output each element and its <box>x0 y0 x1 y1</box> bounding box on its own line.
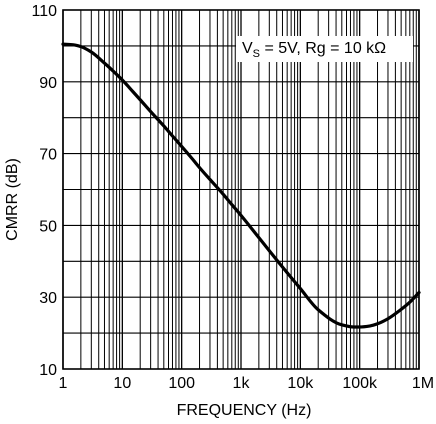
series-layer <box>61 42 421 329</box>
x-tick-label: 1k <box>233 375 251 392</box>
y-axis-title: CMRR (dB) <box>4 158 21 241</box>
annotation-prefix: V <box>242 40 253 57</box>
cmrr-series-line <box>61 42 421 329</box>
y-tick-label: 50 <box>39 218 57 235</box>
y-tick-label: 90 <box>39 75 57 92</box>
annotation-layer: VS = 5V, Rg = 10 kΩ <box>236 36 413 62</box>
annotation-suffix: = 5V, Rg = 10 kΩ <box>260 40 386 57</box>
x-axis-title: FREQUENCY (Hz) <box>177 402 312 419</box>
x-tick-label: 100 <box>168 375 195 392</box>
x-tick-label: 100k <box>342 375 378 392</box>
y-tick-label: 70 <box>39 147 57 164</box>
y-axis-tick-labels: 110 90 70 50 30 10 <box>31 3 57 379</box>
x-tick-label: 10 <box>113 375 131 392</box>
plot-frame <box>62 9 420 370</box>
annotation-subscript: S <box>253 48 260 60</box>
annotation-label: VS = 5V, Rg = 10 kΩ <box>242 40 386 60</box>
y-tick-label: 30 <box>39 290 57 307</box>
y-tick-label: 10 <box>39 362 57 379</box>
x-tick-label: 1 <box>59 375 68 392</box>
x-axis-tick-labels: 1 10 100 1k 10k 100k 1M <box>59 375 435 392</box>
y-tick-label: 110 <box>31 3 57 20</box>
x-tick-label: 1M <box>412 375 434 392</box>
annotation-background <box>236 36 413 62</box>
x-tick-label: 10k <box>287 375 314 392</box>
